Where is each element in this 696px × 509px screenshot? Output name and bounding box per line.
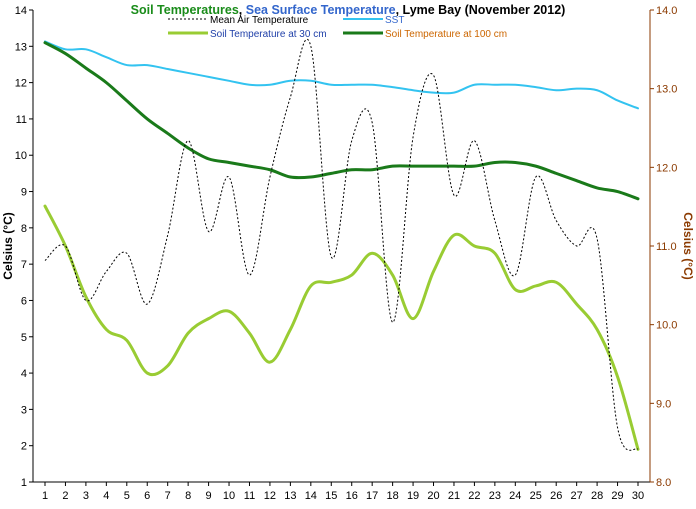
series-line-soil-temperature-at-100-cm bbox=[43, 41, 640, 201]
legend-label: Soil Temperature at 30 cm bbox=[210, 29, 327, 40]
y-tick-label: 11 bbox=[16, 114, 27, 126]
y-right-tick-label: 14.0 bbox=[656, 5, 677, 17]
y-tick-label: 12 bbox=[15, 78, 27, 90]
y-axis-right-ticks: 8.0 9.0 10.0 11.0 12.0 13.0 14.0 bbox=[650, 5, 677, 489]
x-tick-label: 19 bbox=[407, 490, 419, 502]
x-tick-label: 6 bbox=[144, 490, 150, 502]
y-right-tick-label: 12.0 bbox=[656, 162, 677, 174]
y-right-tick-label: 9.0 bbox=[656, 398, 671, 410]
series-layer bbox=[43, 38, 640, 451]
legend-label: Soil Temperature at 100 cm bbox=[385, 29, 507, 40]
y-right-tick-label: 11.0 bbox=[656, 241, 677, 253]
y-right-tick-label: 13.0 bbox=[656, 84, 677, 96]
title-part: , Lyme Bay (November 2012) bbox=[396, 3, 566, 17]
x-tick-label: 8 bbox=[185, 490, 191, 502]
y-tick-label: 7 bbox=[21, 259, 27, 271]
x-tick-label: 10 bbox=[223, 490, 235, 502]
y-axis-left-title: Celsius (°C) bbox=[1, 212, 15, 279]
legend-label: Mean Air Temperature bbox=[210, 15, 309, 26]
x-tick-label: 25 bbox=[530, 490, 542, 502]
x-tick-label: 5 bbox=[124, 490, 130, 502]
y-right-tick-label: 10.0 bbox=[656, 320, 677, 332]
x-tick-label: 20 bbox=[427, 490, 439, 502]
legend: Mean Air Temperature SST Soil Temperature … bbox=[168, 15, 507, 40]
x-tick-label: 9 bbox=[206, 490, 212, 502]
x-tick-label: 13 bbox=[284, 490, 296, 502]
x-tick-label: 24 bbox=[509, 490, 521, 502]
y-tick-label: 10 bbox=[15, 150, 27, 162]
x-tick-label: 1 bbox=[42, 490, 48, 502]
y-tick-label: 5 bbox=[21, 332, 27, 344]
x-tick-label: 14 bbox=[305, 490, 317, 502]
y-right-tick-label: 8.0 bbox=[656, 477, 671, 489]
title-part: Soil Temperatures bbox=[131, 3, 239, 17]
x-tick-label: 16 bbox=[346, 490, 358, 502]
y-tick-label: 9 bbox=[21, 187, 27, 199]
x-tick-label: 18 bbox=[386, 490, 398, 502]
title-part: Sea Surface Temperature bbox=[246, 3, 396, 17]
x-tick-label: 21 bbox=[448, 490, 460, 502]
x-tick-label: 27 bbox=[571, 490, 583, 502]
series-line-soil-temperature-at-30-cm bbox=[43, 204, 640, 451]
x-tick-label: 12 bbox=[264, 490, 276, 502]
y-tick-label: 13 bbox=[15, 41, 27, 53]
legend-label: SST bbox=[385, 15, 404, 26]
y-tick-label: 4 bbox=[21, 368, 27, 380]
y-axis-right-title: Celsius (°C) bbox=[681, 212, 695, 279]
series-line-sst bbox=[44, 40, 639, 110]
x-tick-label: 23 bbox=[489, 490, 501, 502]
series-line-mean-air-temperature bbox=[44, 38, 639, 451]
x-tick-label: 7 bbox=[165, 490, 171, 502]
y-tick-label: 3 bbox=[21, 404, 27, 416]
x-tick-label: 11 bbox=[244, 490, 255, 502]
x-tick-label: 30 bbox=[632, 490, 644, 502]
y-tick-label: 14 bbox=[15, 5, 27, 17]
x-tick-label: 2 bbox=[62, 490, 68, 502]
y-tick-label: 1 bbox=[21, 477, 27, 489]
chart-title: Soil Temperatures, Sea Surface Temperatu… bbox=[131, 3, 566, 17]
x-tick-label: 4 bbox=[103, 490, 109, 502]
y-tick-label: 8 bbox=[21, 223, 27, 235]
x-axis-ticks: 1 2 3 4 5 6 7 8 9 10 11 12 13 14 15 16 17 18 19 20 21 22 23 24 2… bbox=[42, 482, 644, 502]
x-tick-label: 28 bbox=[591, 490, 603, 502]
x-tick-label: 15 bbox=[325, 490, 337, 502]
x-tick-label: 17 bbox=[366, 490, 378, 502]
x-tick-label: 26 bbox=[550, 490, 562, 502]
title-part: , bbox=[239, 3, 246, 17]
y-tick-label: 2 bbox=[21, 441, 27, 453]
x-tick-label: 29 bbox=[611, 490, 623, 502]
y-tick-label: 6 bbox=[21, 295, 27, 307]
x-tick-label: 22 bbox=[468, 490, 480, 502]
x-tick-label: 3 bbox=[83, 490, 89, 502]
